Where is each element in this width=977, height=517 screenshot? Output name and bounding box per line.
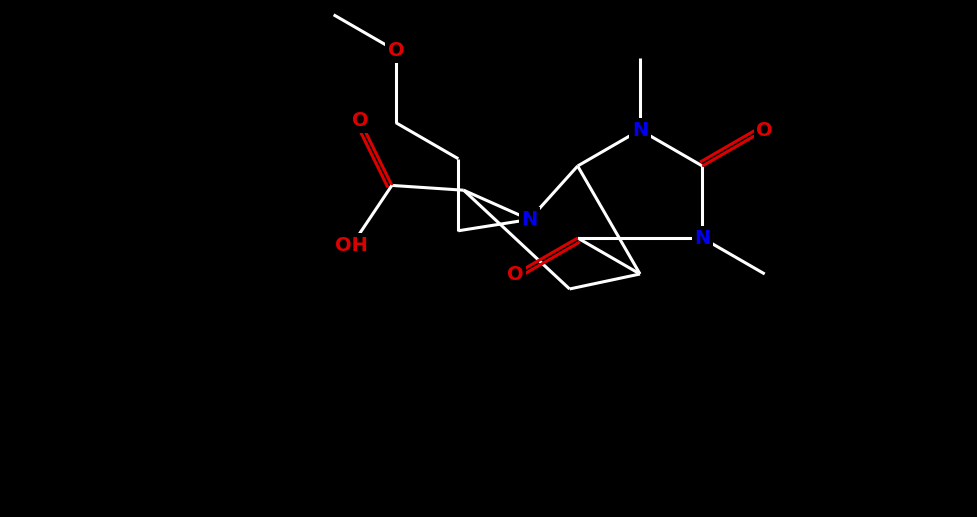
Text: N: N [521, 210, 537, 229]
Text: N: N [694, 229, 709, 248]
Text: O: O [755, 120, 772, 140]
Text: N: N [631, 120, 648, 140]
Text: O: O [506, 265, 523, 283]
Text: O: O [387, 41, 404, 60]
Text: OH: OH [335, 236, 367, 255]
Text: O: O [352, 111, 368, 130]
